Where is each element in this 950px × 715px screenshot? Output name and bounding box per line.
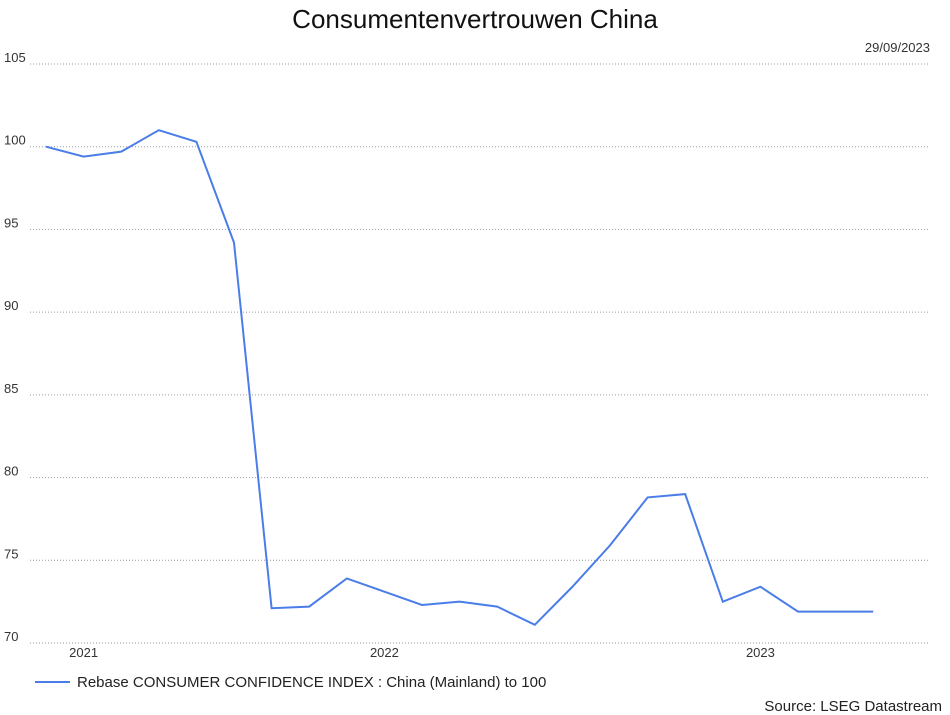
x-tick-label: 2021 <box>69 645 98 660</box>
y-tick-label: 100 <box>4 133 26 148</box>
data-line <box>45 129 874 627</box>
chart-title: Consumentenvertrouwen China <box>292 4 658 34</box>
y-tick-label: 95 <box>4 215 18 230</box>
x-tick-label: 2023 <box>746 645 775 660</box>
y-tick-label: 105 <box>4 50 26 65</box>
legend-label: Rebase CONSUMER CONFIDENCE INDEX : China… <box>77 674 546 691</box>
source-label: Source: LSEG Datastream <box>764 698 942 715</box>
x-tick-label: 2022 <box>370 645 399 660</box>
y-tick-label: 90 <box>4 298 18 313</box>
y-tick-label: 85 <box>4 381 18 396</box>
y-tick-label: 75 <box>4 546 18 561</box>
date-label: 29/09/2023 <box>865 40 930 55</box>
y-tick-label: 70 <box>4 629 18 644</box>
y-tick-label: 80 <box>4 464 18 479</box>
